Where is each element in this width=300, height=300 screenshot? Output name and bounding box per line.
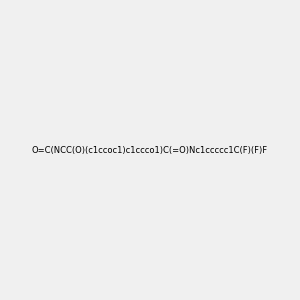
Text: O=C(NCC(O)(c1ccoc1)c1ccco1)C(=O)Nc1ccccc1C(F)(F)F: O=C(NCC(O)(c1ccoc1)c1ccco1)C(=O)Nc1ccccc… <box>32 146 268 154</box>
